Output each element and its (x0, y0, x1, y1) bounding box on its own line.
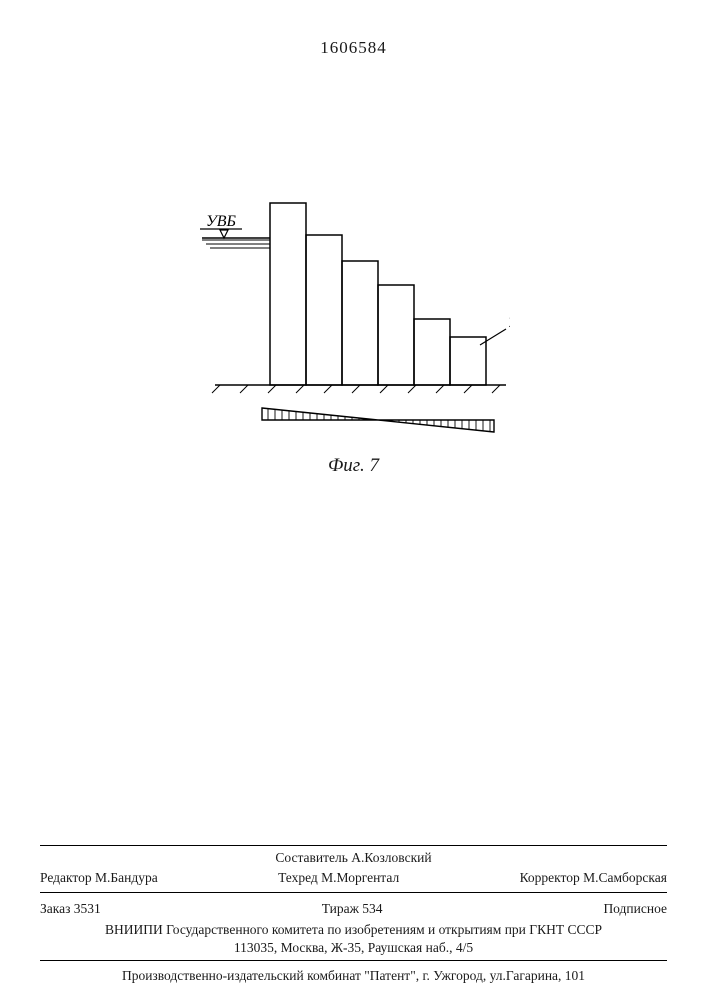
corrector: Корректор М.Самборская (520, 869, 667, 887)
org-line-1: ВНИИПИ Государственного комитета по изоб… (40, 921, 667, 939)
tirazh: Тираж 534 (322, 900, 383, 918)
tech: Техред М.Моргентал (278, 869, 399, 887)
figure-caption: Фиг. 7 (0, 455, 707, 477)
tech-name: М.Моргентал (321, 870, 399, 885)
page-number: 1606584 (0, 38, 707, 58)
divider (40, 892, 667, 893)
org-line-2: 113035, Москва, Ж-35, Раушская наб., 4/5 (40, 939, 667, 957)
divider (40, 960, 667, 961)
subscription: Подписное (603, 900, 667, 918)
compiler-line: Составитель А.Козловский (40, 849, 667, 867)
tech-label: Техред (278, 870, 318, 885)
corrector-name: М.Самборская (583, 870, 667, 885)
footer-block: Составитель А.Козловский Редактор М.Банд… (40, 842, 667, 985)
corrector-label: Корректор (520, 870, 580, 885)
credits-row: Редактор М.Бандура Техред М.Моргентал Ко… (40, 867, 667, 889)
divider (40, 845, 667, 846)
pub-row: Заказ 3531 Тираж 534 Подписное (40, 896, 667, 920)
svg-text:7: 7 (508, 312, 510, 331)
editor-label: Редактор (40, 870, 92, 885)
figure-svg: УВБ 7 (170, 160, 510, 460)
editor-name: М.Бандура (95, 870, 158, 885)
svg-text:УВБ: УВБ (206, 213, 237, 230)
figure-7: УВБ 7 (170, 160, 510, 460)
order-number: Заказ 3531 (40, 900, 101, 918)
prod-line: Производственно-издательский комбинат "П… (40, 967, 667, 985)
editor: Редактор М.Бандура (40, 869, 158, 887)
